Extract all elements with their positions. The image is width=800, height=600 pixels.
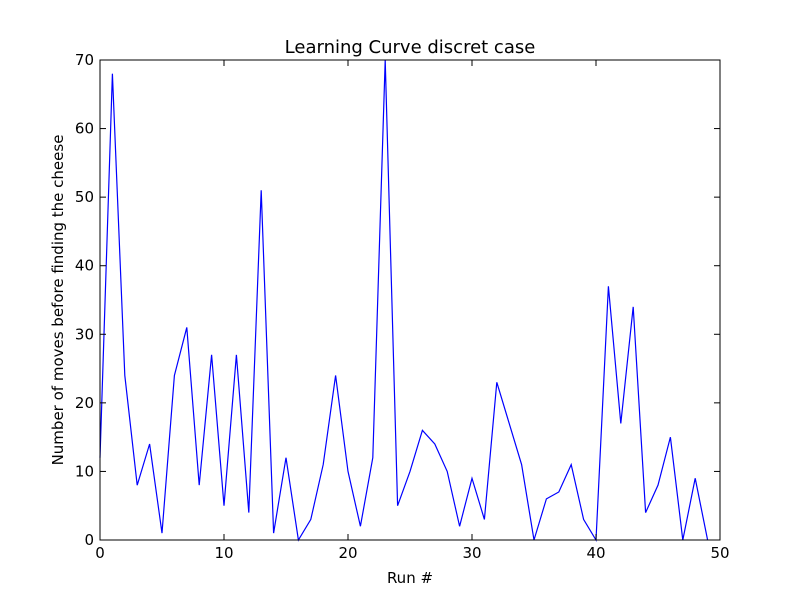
chart-title: Learning Curve discret case bbox=[285, 37, 536, 58]
x-tick-label: 20 bbox=[338, 544, 357, 562]
y-tick-label: 10 bbox=[75, 462, 94, 480]
x-tick-label: 0 bbox=[95, 544, 105, 562]
plot-area bbox=[99, 59, 709, 542]
y-tick-label: 20 bbox=[75, 394, 94, 412]
y-tick-label: 60 bbox=[75, 120, 94, 138]
y-tick-label: 30 bbox=[75, 325, 94, 343]
x-tick-label: 30 bbox=[462, 544, 481, 562]
x-tick-label: 50 bbox=[710, 544, 729, 562]
axis-ticks: 0 10 20 30 40 50 0 10 20 30 40 50 60 70 bbox=[75, 51, 730, 562]
y-tick-label: 70 bbox=[75, 51, 94, 69]
x-axis-label: Run # bbox=[387, 569, 433, 587]
plot-frame bbox=[99, 59, 721, 541]
y-tick-label: 40 bbox=[75, 257, 94, 275]
series-line-0 bbox=[99, 59, 709, 542]
y-axis-label: Number of moves before finding the chees… bbox=[49, 135, 67, 466]
y-tick-label: 0 bbox=[84, 531, 94, 549]
x-tick-label: 10 bbox=[214, 544, 233, 562]
x-tick-label: 40 bbox=[586, 544, 605, 562]
y-tick-label: 50 bbox=[75, 188, 94, 206]
